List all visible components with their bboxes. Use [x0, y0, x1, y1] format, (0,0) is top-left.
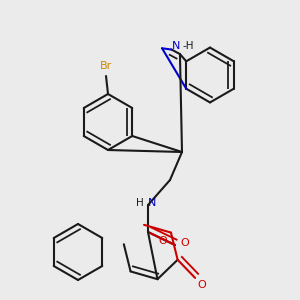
Text: O: O	[181, 238, 189, 248]
Text: Br: Br	[100, 61, 112, 71]
Text: N: N	[172, 41, 180, 51]
Text: -H: -H	[182, 41, 194, 51]
Text: O: O	[158, 236, 167, 246]
Text: N: N	[148, 198, 156, 208]
Text: O: O	[198, 280, 206, 290]
Text: H: H	[136, 198, 144, 208]
